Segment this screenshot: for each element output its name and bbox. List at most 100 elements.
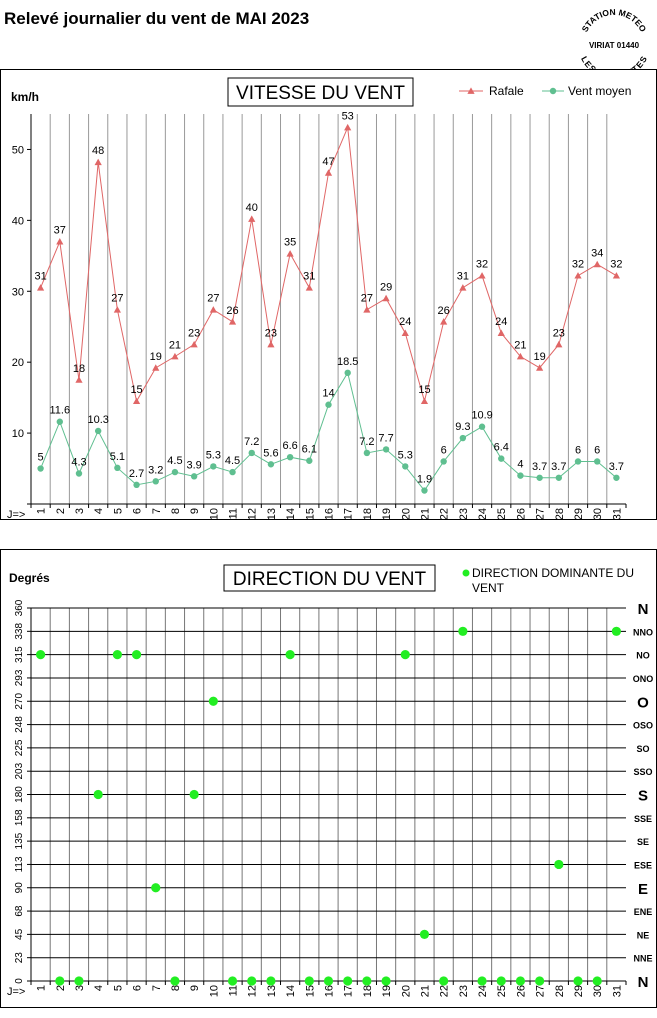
rafale-point — [267, 340, 275, 348]
rafale-data-label: 31 — [34, 271, 46, 283]
rafale-point — [132, 397, 141, 405]
vent-moyen-point — [267, 461, 275, 468]
y-axis-label: km/h — [11, 90, 39, 104]
compass-label: NNE — [633, 954, 652, 964]
y-tick-label: 135 — [14, 832, 25, 849]
rafale-data-label: 21 — [514, 340, 526, 352]
vent-moyen-point — [75, 470, 83, 477]
y-tick-label: 338 — [14, 623, 25, 640]
rafale-point — [324, 169, 333, 176]
vent-moyen-data-label: 5.1 — [110, 451, 125, 463]
rafale-data-label: 32 — [610, 259, 622, 271]
vent-moyen-data-label: 5 — [38, 452, 44, 464]
y-tick-label: 68 — [14, 905, 25, 917]
rafale-point — [401, 329, 409, 336]
vent-moyen-point — [94, 427, 102, 435]
vent-moyen-data-label: 3.7 — [532, 461, 547, 473]
x-tick-label: 9 — [189, 508, 201, 514]
rafale-point — [152, 364, 160, 371]
rafale-data-label: 15 — [130, 384, 142, 396]
vent-moyen-point — [402, 463, 409, 470]
x-tick-label: 4 — [93, 985, 105, 991]
direction-point — [458, 626, 468, 636]
vent-moyen-point — [517, 472, 524, 479]
rafale-point — [555, 340, 563, 348]
x-tick-label: 10 — [208, 508, 220, 519]
compass-label: ENE — [634, 907, 653, 917]
rafale-data-label: 32 — [572, 259, 584, 271]
vent-moyen-data-label: 5.3 — [206, 449, 221, 461]
y-tick-label: 180 — [14, 786, 25, 803]
rafale-point — [574, 272, 582, 279]
vent-moyen-data-label: 3.7 — [551, 461, 566, 473]
rafale-point — [536, 364, 544, 371]
vent-moyen-point — [171, 468, 179, 476]
x-tick-label: 25 — [496, 508, 508, 519]
vent-moyen-point — [133, 481, 140, 489]
rafale-point — [286, 250, 294, 257]
legend-label-vent-moyen: Vent moyen — [568, 84, 631, 98]
y-tick-label: 158 — [14, 809, 25, 826]
x-tick-label: 14 — [285, 508, 297, 519]
x-tick-label: 6 — [132, 508, 144, 514]
x-tick-label: 23 — [458, 985, 470, 997]
rafale-data-label: 37 — [54, 225, 66, 237]
rafale-data-label: 31 — [457, 271, 469, 283]
rafale-point — [440, 318, 448, 325]
x-tick-label: 21 — [419, 508, 431, 519]
vent-moyen-point — [594, 458, 601, 465]
compass-label: SO — [636, 744, 649, 754]
vent-moyen-data-label: 9.3 — [455, 421, 470, 433]
direction-point — [131, 650, 142, 660]
vent-moyen-data-label: 4.5 — [167, 455, 182, 467]
direction-point — [74, 976, 84, 986]
direction-point — [362, 976, 372, 986]
x-tick-label: 15 — [304, 985, 316, 997]
rafale-data-label: 23 — [265, 327, 277, 339]
x-tick-label: 17 — [343, 508, 355, 519]
legend-label-rafale: Rafale — [489, 84, 524, 98]
rafale-point — [171, 352, 179, 360]
direction-point — [611, 626, 622, 636]
direction-point — [554, 859, 564, 870]
direction-point — [247, 976, 257, 986]
x-tick-label: 1 — [36, 508, 48, 514]
vent-moyen-data-label: 18.5 — [337, 356, 358, 368]
vent-moyen-point — [536, 474, 543, 481]
x-tick-label: 1 — [36, 985, 48, 991]
rafale-data-label: 24 — [495, 316, 507, 328]
rafale-data-label: 47 — [322, 156, 334, 168]
vent-moyen-data-label: 1.9 — [417, 474, 432, 486]
vent-moyen-point — [248, 449, 255, 457]
y-tick-label: 315 — [14, 646, 25, 663]
y-axis-label: Degrés — [9, 571, 50, 585]
direction-point — [189, 789, 199, 800]
x-axis-prefix: J=> — [7, 509, 25, 519]
compass-label: ESE — [634, 860, 652, 870]
vent-moyen-data-label: 7.2 — [359, 436, 374, 448]
direction-point — [343, 976, 353, 986]
compass-label: O — [637, 694, 649, 711]
y-tick-label: 225 — [14, 739, 25, 756]
x-tick-label: 7 — [151, 985, 163, 991]
x-tick-label: 24 — [477, 985, 489, 997]
x-tick-label: 11 — [228, 985, 240, 996]
x-tick-label: 5 — [112, 985, 124, 991]
rafale-data-label: 18 — [73, 363, 85, 375]
y-tick-label: 360 — [14, 599, 25, 616]
vent-moyen-data-label: 2.7 — [129, 468, 144, 480]
rafale-point — [75, 376, 83, 383]
rafale-point — [344, 123, 352, 131]
vent-moyen-data-label: 6 — [575, 444, 581, 456]
direction-point — [227, 976, 238, 986]
rafale-point — [305, 284, 313, 291]
compass-label: E — [638, 881, 648, 898]
vent-moyen-point — [459, 434, 467, 442]
direction-point — [208, 696, 218, 706]
y-tick-label: 23 — [14, 952, 25, 964]
x-tick-label: 9 — [189, 985, 201, 991]
direction-point — [419, 929, 430, 939]
y-tick-label: 293 — [14, 669, 25, 686]
rafale-data-label: 27 — [111, 293, 123, 305]
